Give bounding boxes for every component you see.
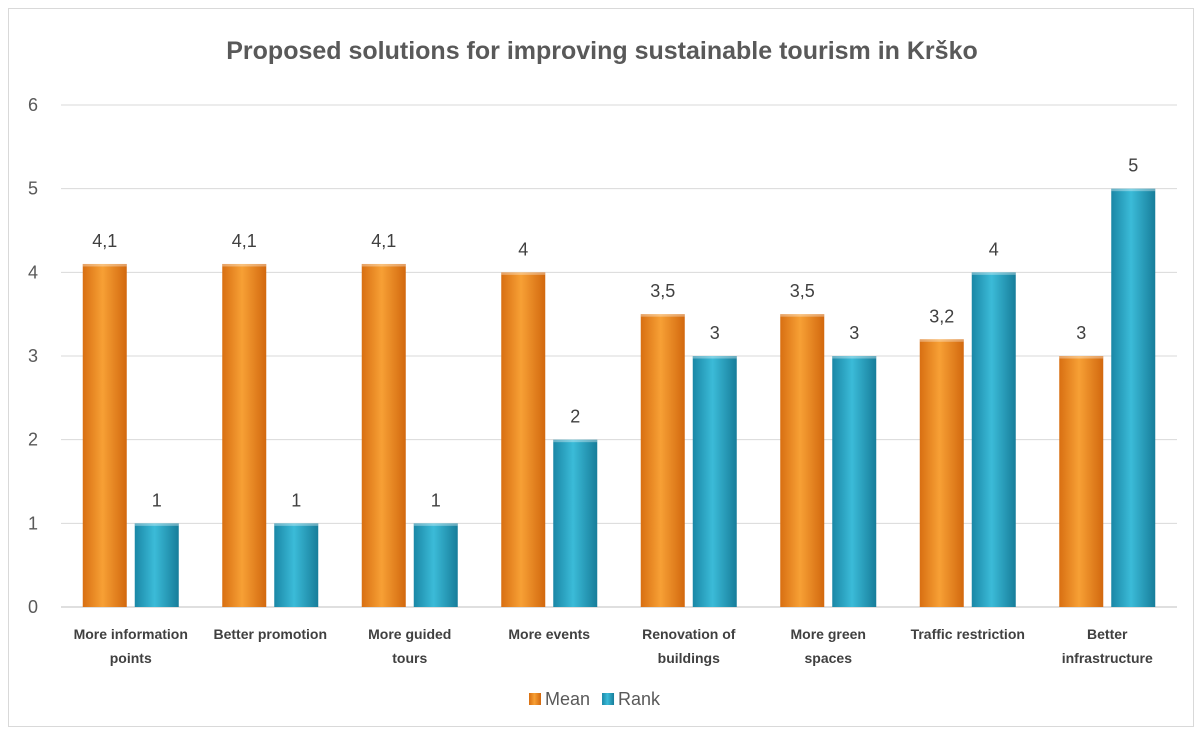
bar-mean [501, 272, 546, 607]
x-tick-label: More guided [368, 626, 451, 642]
bar-rank [692, 356, 737, 607]
bar-chart: Proposed solutions for improving sustain… [28, 37, 1177, 709]
data-label: 1 [152, 490, 162, 510]
data-label: 4,1 [371, 231, 396, 251]
legend-label: Rank [618, 689, 661, 709]
y-tick-label: 3 [28, 346, 38, 366]
data-labels: 4,1 1 4,1 1 4,1 1 4 2 3,5 3 3,5 3 3,2 4 3 5 [92, 156, 1138, 511]
bar-mean [82, 263, 127, 607]
bar-mean [780, 314, 825, 607]
x-axis: More information points Better promotion Mo… [74, 626, 1153, 666]
x-tick-label: points [110, 650, 152, 666]
bar-rank [971, 272, 1016, 607]
y-axis: 0 1 2 3 4 5 6 [28, 95, 38, 617]
x-tick-label: infrastructure [1062, 650, 1153, 666]
bar-mean [222, 263, 267, 607]
bar-rank [832, 356, 877, 607]
y-tick-label: 2 [28, 430, 38, 450]
bar-highlight [361, 263, 406, 267]
bar-highlight [553, 439, 598, 443]
x-tick-label: Renovation of [642, 626, 736, 642]
y-tick-label: 6 [28, 95, 38, 115]
legend-swatch-rank [602, 693, 615, 705]
bar-highlight [832, 356, 877, 359]
data-label: 3,5 [790, 281, 815, 301]
bar-highlight [501, 272, 546, 275]
data-label: 3,2 [929, 306, 954, 326]
data-label: 3 [849, 323, 859, 343]
x-tick-label: More green [791, 626, 866, 642]
bar-highlight [1059, 356, 1104, 359]
y-tick-label: 0 [28, 597, 38, 617]
chart-frame: Proposed solutions for improving sustain… [8, 8, 1194, 727]
bar-highlight [82, 263, 127, 267]
y-tick-label: 1 [28, 513, 38, 533]
bar-highlight [1111, 188, 1156, 192]
bar-highlight [971, 272, 1016, 275]
data-label: 5 [1128, 156, 1138, 176]
x-tick-label: Better [1087, 626, 1128, 642]
bar-highlight [134, 523, 179, 526]
legend-label: Mean [545, 689, 590, 709]
data-label: 4 [518, 239, 528, 259]
bar-mean [361, 263, 406, 607]
bar-rank [134, 523, 179, 607]
bar-mean [919, 339, 964, 607]
data-label: 1 [291, 490, 301, 510]
bar-rank [553, 439, 598, 607]
bar-highlight [222, 263, 267, 267]
data-label: 4,1 [92, 231, 117, 251]
bar-highlight [640, 314, 685, 317]
bar-highlight [919, 339, 964, 342]
bar-highlight [274, 523, 319, 526]
x-tick-label: tours [392, 650, 427, 666]
data-label: 1 [431, 490, 441, 510]
data-label: 4 [989, 239, 999, 259]
x-tick-label: buildings [658, 650, 720, 666]
bar-rank [1111, 188, 1156, 607]
bar-highlight [780, 314, 825, 317]
x-tick-label: spaces [805, 650, 853, 666]
bar-rank [413, 523, 458, 607]
legend: Mean Rank [529, 689, 661, 709]
bar-mean [1059, 356, 1104, 607]
y-tick-label: 4 [28, 262, 38, 282]
legend-swatch-mean [529, 693, 541, 705]
y-tick-label: 5 [28, 179, 38, 199]
chart-title: Proposed solutions for improving sustain… [226, 37, 978, 65]
x-tick-label: Traffic restriction [911, 626, 1025, 642]
bar-highlight [413, 523, 458, 526]
data-label: 3 [1076, 323, 1086, 343]
data-label: 3 [710, 323, 720, 343]
x-tick-label: More events [508, 626, 590, 642]
x-tick-label: More information [74, 626, 188, 642]
bar-rank [274, 523, 319, 607]
x-tick-label: Better promotion [213, 626, 327, 642]
data-label: 3,5 [650, 281, 675, 301]
data-label: 2 [570, 407, 580, 427]
bar-mean [640, 314, 685, 607]
bar-highlight [692, 356, 737, 359]
data-label: 4,1 [232, 231, 257, 251]
bars [82, 188, 1156, 607]
